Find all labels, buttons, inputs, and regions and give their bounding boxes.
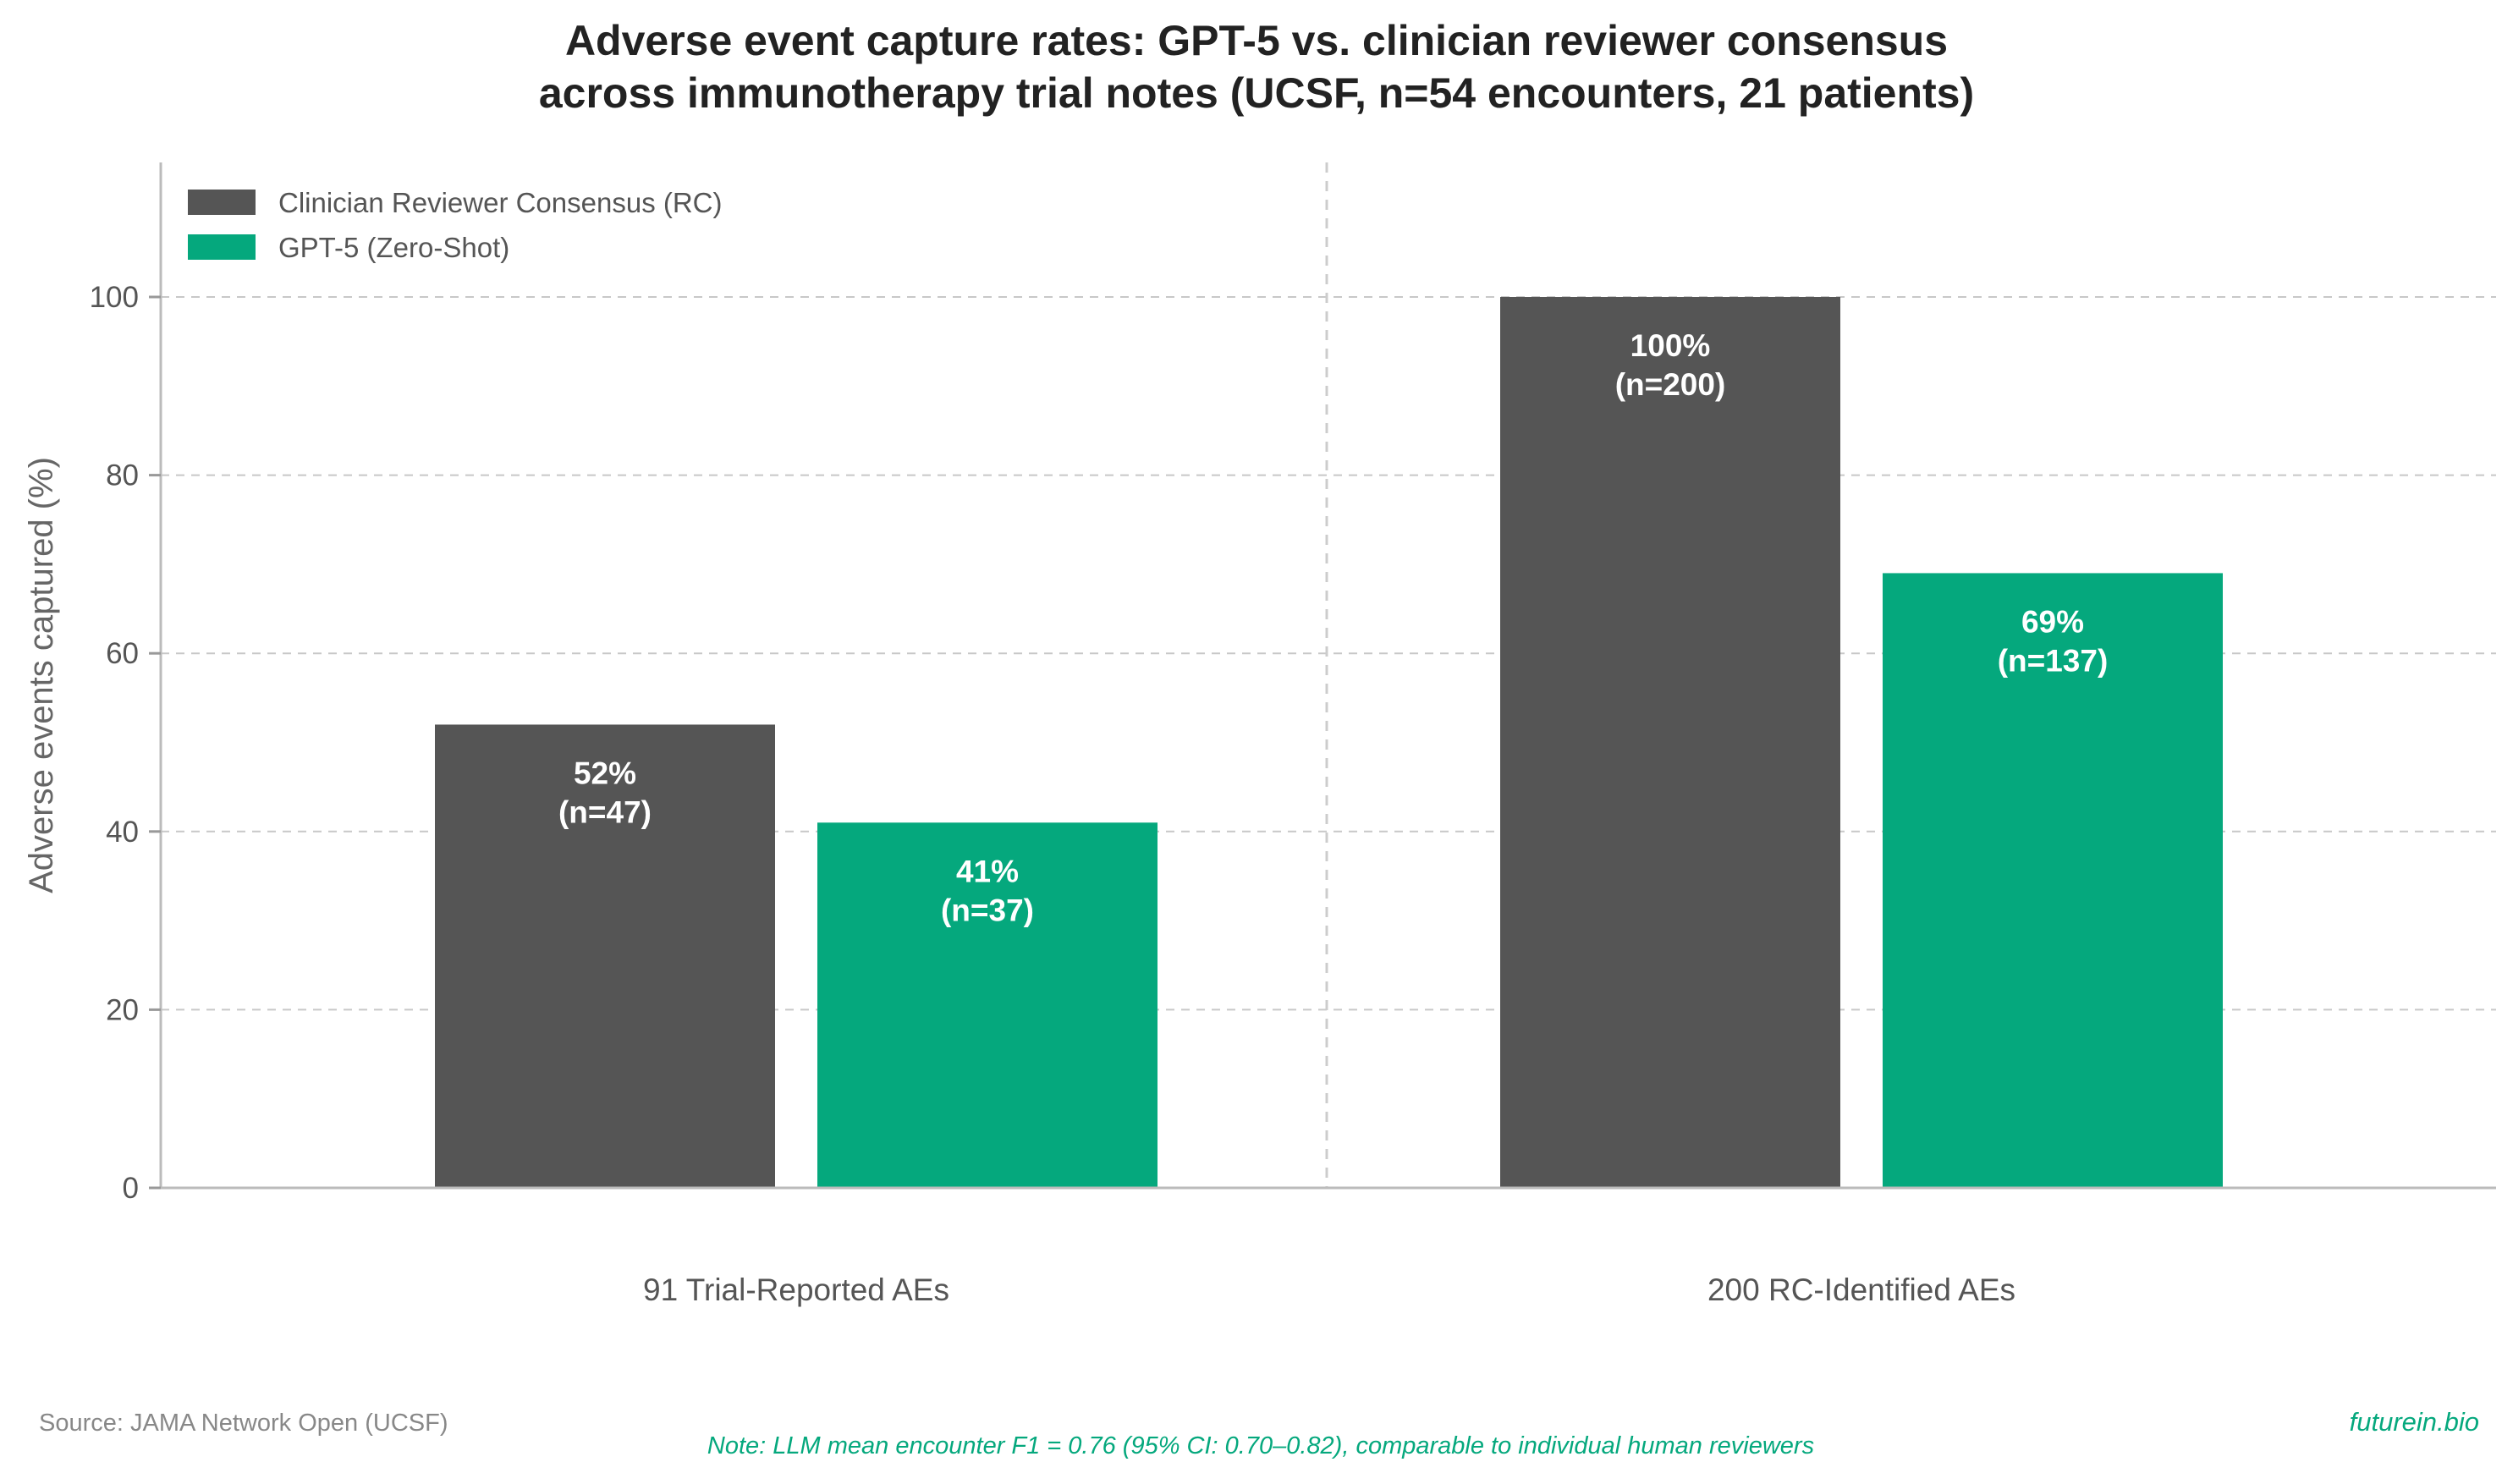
bar-value-label: 100%	[1630, 328, 1711, 363]
y-ticks: 0 20 40 60 80 100	[90, 281, 161, 1205]
bar-rc	[1500, 297, 1840, 1188]
legend-label-gpt5: GPT-5 (Zero-Shot)	[278, 232, 509, 263]
bar-value-label: (n=37)	[941, 893, 1034, 927]
bar-value-label: (n=200)	[1615, 367, 1726, 402]
bar-gpt5	[1883, 573, 2223, 1188]
bar-value-label: 52%	[574, 756, 636, 790]
y-tick-label: 80	[106, 459, 139, 492]
x-category-label: 200 RC-Identified AEs	[1707, 1272, 2015, 1307]
bar-value-label: 69%	[2021, 604, 2084, 639]
bar-value-label: (n=137)	[1998, 643, 2109, 678]
note-text: Note: LLM mean encounter F1 = 0.76 (95% …	[707, 1432, 1814, 1459]
y-tick-label: 20	[106, 993, 139, 1026]
legend: Clinician Reviewer Consensus (RC) GPT-5 …	[188, 187, 723, 263]
bar-labels: 52% (n=47) 41% (n=37) 100% (n=200) 69% (n=137)	[558, 328, 2108, 927]
chart-title-line-2: across immunotherapy trial notes (UCSF, …	[539, 69, 1974, 117]
x-ticks: 91 Trial-Reported AEs 200 RC-Identified A…	[643, 1272, 2015, 1307]
bars	[435, 297, 2223, 1188]
bar-value-label: (n=47)	[558, 794, 652, 829]
y-axis-title: Adverse events captured (%)	[23, 457, 60, 893]
y-tick-label: 0	[123, 1172, 139, 1205]
chart-title-line-1: Adverse event capture rates: GPT-5 vs. c…	[565, 17, 1948, 64]
source-text: Source: JAMA Network Open (UCSF)	[39, 1410, 448, 1437]
x-category-label: 91 Trial-Reported AEs	[643, 1272, 949, 1307]
bar-value-label: 41%	[956, 854, 1019, 888]
y-tick-label: 40	[106, 816, 139, 849]
legend-swatch-rc	[188, 190, 256, 215]
legend-swatch-gpt5	[188, 234, 256, 260]
brand-text: futurein.bio	[2350, 1407, 2479, 1437]
bar-gpt5	[817, 822, 1158, 1188]
bar-rc	[435, 724, 775, 1188]
legend-label-rc: Clinician Reviewer Consensus (RC)	[278, 187, 723, 218]
y-tick-label: 100	[90, 281, 139, 314]
y-tick-label: 60	[106, 637, 139, 670]
